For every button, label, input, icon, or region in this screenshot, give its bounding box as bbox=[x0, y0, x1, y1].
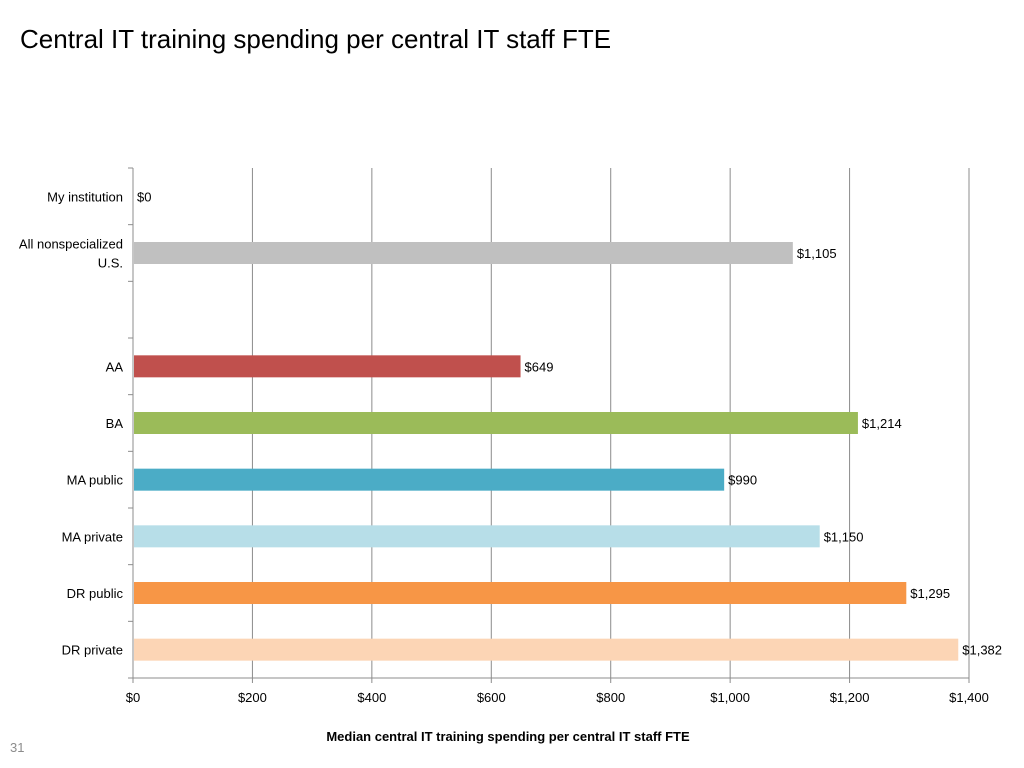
slide-title: Central IT training spending per central… bbox=[20, 24, 612, 54]
bar bbox=[134, 525, 820, 548]
labels: $0 My institution $1,105 All nonspecialized… bbox=[19, 189, 1002, 657]
x-axis-title: Median central IT training spending per … bbox=[326, 729, 690, 744]
x-tick-label: $200 bbox=[238, 690, 267, 705]
category-label: MA public bbox=[67, 473, 124, 488]
slide-number: 31 bbox=[10, 740, 25, 755]
axes: $0 $200 $400 $600 $800 $1,000 $1,200 $1,400 bbox=[126, 167, 989, 705]
bar bbox=[134, 242, 793, 264]
category-label: BA bbox=[106, 416, 124, 431]
data-label: $990 bbox=[728, 473, 757, 488]
category-label: All nonspecialized bbox=[19, 237, 123, 252]
category-label: My institution bbox=[47, 189, 123, 204]
data-label: $1,150 bbox=[824, 529, 864, 544]
x-tick-label: $800 bbox=[596, 690, 625, 705]
data-label: $0 bbox=[137, 189, 151, 204]
x-tick-label: $1,400 bbox=[949, 690, 989, 705]
category-label: U.S. bbox=[98, 256, 123, 271]
bar bbox=[134, 412, 858, 434]
bars bbox=[134, 242, 959, 661]
x-tick-label: $400 bbox=[357, 690, 386, 705]
data-label: $1,295 bbox=[910, 586, 950, 601]
category-label: DR public bbox=[67, 586, 124, 601]
data-label: $1,105 bbox=[797, 246, 837, 261]
data-label: $649 bbox=[525, 359, 554, 374]
data-label: $1,214 bbox=[862, 416, 902, 431]
category-label: MA private bbox=[62, 529, 123, 544]
data-label: $1,382 bbox=[962, 643, 1002, 658]
x-tick-label: $1,000 bbox=[710, 690, 750, 705]
category-label: DR private bbox=[62, 643, 123, 658]
x-tick-label: $0 bbox=[126, 690, 140, 705]
x-tick-label: $1,200 bbox=[830, 690, 870, 705]
bar bbox=[134, 582, 907, 604]
category-label: AA bbox=[106, 359, 124, 374]
x-tick-label: $600 bbox=[477, 690, 506, 705]
bar bbox=[134, 638, 959, 661]
bar bbox=[134, 355, 521, 378]
bar bbox=[134, 468, 725, 491]
